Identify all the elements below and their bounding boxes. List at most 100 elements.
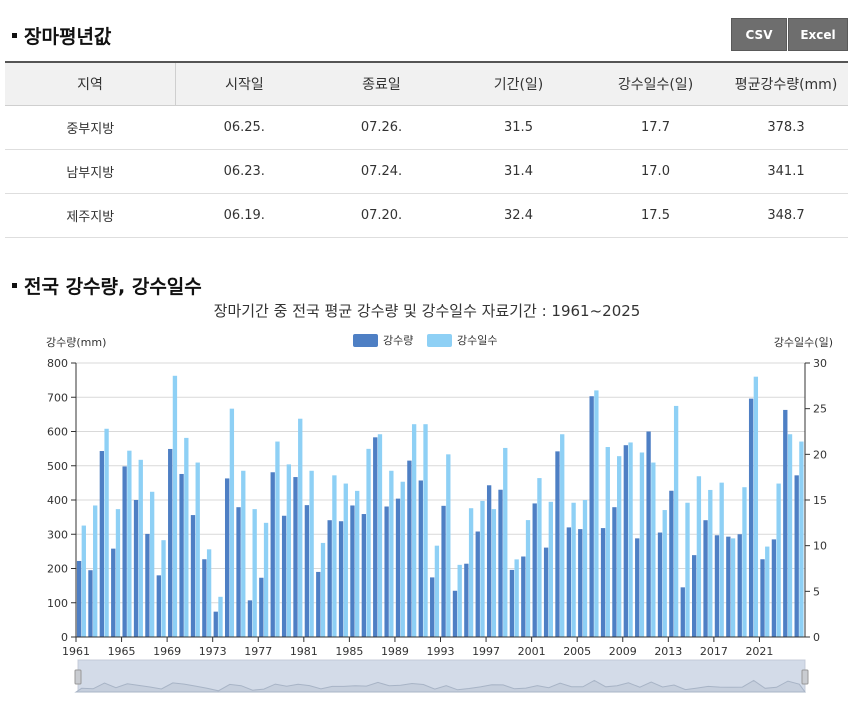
excel-download-button[interactable]: Excel bbox=[788, 18, 848, 51]
bar-rain-days bbox=[616, 456, 622, 637]
bar-rain bbox=[316, 571, 321, 637]
bar-rain-days bbox=[571, 502, 576, 637]
x-axis-tick-label: 2005 bbox=[563, 645, 591, 658]
bullet-square-icon bbox=[12, 33, 17, 38]
cell-region: 남부지방 bbox=[5, 149, 176, 194]
x-axis-tick-label: 1997 bbox=[472, 645, 500, 658]
bar-rain bbox=[156, 575, 161, 637]
bar-rain-days bbox=[434, 545, 440, 637]
bar-rain-days bbox=[480, 500, 485, 637]
left-axis-tick-label: 600 bbox=[47, 426, 68, 439]
bar-rain bbox=[441, 505, 446, 637]
bar-rain-days bbox=[275, 441, 280, 637]
bar-rain bbox=[111, 548, 116, 637]
bar-rain-days bbox=[423, 424, 428, 637]
table-row: 중부지방 06.25. 07.26. 31.5 17.7 378.3 bbox=[5, 105, 848, 150]
chart-legend[interactable]: 강수량 강수일수 bbox=[353, 333, 497, 347]
bar-rain-days bbox=[753, 376, 759, 637]
bar-rain bbox=[680, 587, 685, 637]
bar-rain bbox=[657, 532, 663, 637]
right-axis-tick-label: 0 bbox=[813, 631, 820, 644]
section-title-normals: 장마평년값 bbox=[12, 22, 111, 49]
bar-rain bbox=[293, 477, 298, 637]
col-header-end: 종료일 bbox=[313, 61, 450, 106]
bar-rain bbox=[224, 478, 230, 637]
bar-rain-days bbox=[309, 470, 314, 637]
bar-rain-days bbox=[560, 434, 565, 637]
right-axis-tick-label: 20 bbox=[813, 448, 827, 461]
left-axis-ticks: 0 100 200 300 400 500 600 700 800 bbox=[47, 357, 76, 644]
right-axis-tick-label: 30 bbox=[813, 357, 827, 370]
bar-rain-days bbox=[81, 525, 86, 637]
x-axis-tick-label: 1985 bbox=[335, 645, 363, 658]
bar-rain bbox=[612, 507, 617, 637]
col-header-rain-days: 강수일수(일) bbox=[587, 61, 724, 106]
x-axis-tick-label: 2017 bbox=[700, 645, 728, 658]
bar-rain-days bbox=[377, 434, 383, 637]
legend-swatch-rain[interactable] bbox=[353, 334, 378, 347]
bar-rain bbox=[464, 563, 469, 637]
bar-rain bbox=[771, 539, 777, 637]
bar-rain bbox=[395, 498, 401, 637]
bar-rain bbox=[748, 398, 754, 637]
bar-rain-days bbox=[582, 500, 588, 637]
bar-rain-days bbox=[138, 459, 143, 637]
bar-rain-days bbox=[765, 546, 770, 637]
bar-rain bbox=[623, 445, 628, 637]
bar-rain bbox=[532, 503, 537, 637]
rain-chart: 장마기간 중 전국 평균 강수량 및 강수일수 자료기간 : 1961~2025… bbox=[46, 302, 833, 693]
bar-rain bbox=[794, 475, 799, 637]
col-header-start: 시작일 bbox=[175, 61, 313, 106]
bar-rain-days bbox=[389, 470, 394, 637]
cell-end: 07.20. bbox=[313, 193, 450, 238]
x-axis-tick-label: 2021 bbox=[745, 645, 773, 658]
bar-rain-days bbox=[525, 520, 531, 637]
bar-rain bbox=[418, 480, 423, 637]
bar-rain bbox=[646, 431, 651, 637]
bar-rain bbox=[259, 577, 264, 637]
bar-rain bbox=[133, 500, 139, 637]
bar-rain bbox=[179, 473, 184, 637]
range-slider[interactable] bbox=[74, 659, 809, 693]
x-axis-ticks: 1961 1965 1969 1973 1977 1981 1985 1989 1993 1997… bbox=[62, 637, 773, 658]
bar-rain-days bbox=[594, 390, 599, 637]
legend-swatch-days[interactable] bbox=[427, 334, 452, 347]
bar-rain-days bbox=[457, 564, 462, 637]
legend-label-rain[interactable]: 강수량 bbox=[383, 334, 413, 347]
bar-rain bbox=[521, 556, 526, 637]
bar-rain-days bbox=[514, 559, 519, 637]
legend-label-days[interactable]: 강수일수 bbox=[457, 333, 497, 347]
bar-rain-days bbox=[742, 487, 747, 637]
bar-rain bbox=[270, 472, 275, 637]
bar-rain-days bbox=[400, 481, 405, 637]
bar-rain-days bbox=[673, 405, 679, 637]
bar-rain-days bbox=[605, 447, 610, 637]
rainy-season-normals-table: 지역 시작일 종료일 기간(일) 강수일수(일) 평균강수량(mm) 중부지방 … bbox=[5, 61, 848, 238]
left-axis-label: 강수량(mm) bbox=[46, 336, 106, 349]
section-title-chart-text: 전국 강수량, 강수일수 bbox=[24, 276, 202, 298]
bar-rain bbox=[703, 520, 708, 637]
right-axis-label: 강수일수(일) bbox=[774, 335, 833, 349]
bar-rain-days bbox=[149, 491, 155, 637]
x-axis-tick-label: 1973 bbox=[199, 645, 227, 658]
bar-rain-days bbox=[104, 428, 109, 637]
bar-rain bbox=[430, 577, 435, 637]
x-axis-tick-label: 1993 bbox=[427, 645, 455, 658]
bar-rain-days bbox=[787, 434, 793, 637]
range-slider-right-handle[interactable] bbox=[801, 669, 809, 685]
left-axis-tick-label: 500 bbox=[47, 460, 68, 473]
section-title-normals-text: 장마평년값 bbox=[24, 26, 112, 48]
bar-rain-days bbox=[127, 450, 132, 637]
bar-rain bbox=[486, 485, 492, 637]
bar-rain-days bbox=[446, 454, 451, 637]
bar-rain bbox=[543, 547, 549, 637]
cell-end: 07.24. bbox=[313, 149, 450, 194]
bar-rain-days bbox=[172, 375, 178, 637]
bar-rain bbox=[498, 489, 503, 637]
cell-avg-rain: 341.1 bbox=[724, 149, 848, 194]
left-axis-tick-label: 200 bbox=[47, 563, 68, 576]
csv-download-button[interactable]: CSV bbox=[731, 18, 787, 51]
bar-rain-days bbox=[263, 522, 269, 637]
bar-rain-days bbox=[537, 478, 542, 637]
range-slider-left-handle[interactable] bbox=[74, 669, 82, 685]
